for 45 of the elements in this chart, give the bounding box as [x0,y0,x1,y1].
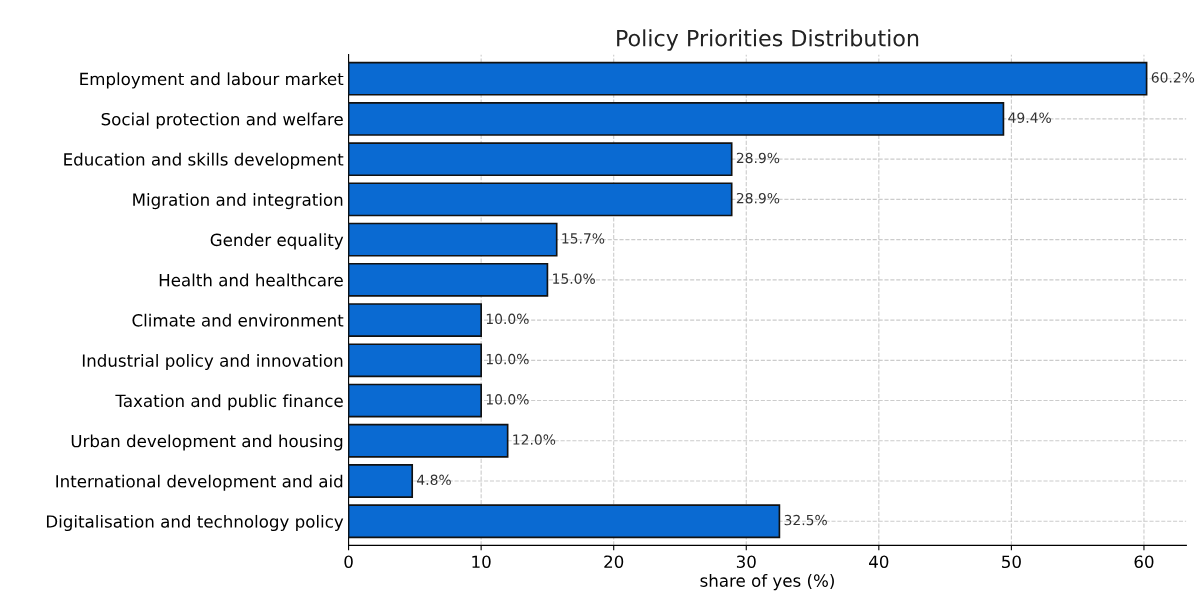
data-label: 12.0% [513,434,556,445]
y-tick-label: International development and aid [56,474,343,491]
data-label: 15.0% [553,273,595,284]
data-label: 4.8% [417,474,451,486]
y-tick-label: Industrial policy and innovation [82,353,343,371]
x-axis-title: share of yes (%) [700,574,834,591]
data-label: 15.7% [562,233,605,244]
data-label: 10.0% [486,394,529,405]
bar [348,383,482,418]
bar [348,504,781,539]
data-label: 28.9% [736,152,780,164]
y-tick-label: Education and skills development [64,152,344,169]
bar [348,61,1148,96]
bar [348,303,482,338]
data-label: 60.2% [1151,72,1195,83]
chart-title: Policy Priorities Distribution [617,29,919,51]
data-label: 32.5% [784,514,827,526]
bar [348,423,509,458]
bar [348,222,558,257]
y-tick-label: Urban development and housing [71,434,343,451]
y-tick-label: Digitalisation and technology policy [46,514,344,532]
x-tick-label: 10 [472,555,491,569]
x-tick-label: 40 [869,555,889,569]
bar [348,464,414,498]
data-label: 28.9% [736,192,780,204]
data-label: 49.4% [1008,112,1051,123]
y-tick-label: Taxation and public finance [115,394,343,411]
bar [348,343,482,378]
y-tick-label: Gender equality [210,233,344,250]
x-tick-label: 60 [1134,555,1154,569]
x-tick-label: 20 [604,555,624,569]
y-tick-label: Health and healthcare [159,273,343,287]
x-tick-label: 30 [736,555,756,569]
x-tick-label: 0 [344,555,353,569]
y-tick-label: Employment and labour market [80,72,344,89]
y-tick-label: Climate and environment [132,313,344,327]
bar [348,101,1005,136]
y-tick-label: Migration and integration [133,193,343,210]
bar [348,262,549,297]
bar [348,182,733,217]
data-label: 10.0% [486,313,529,325]
data-label: 10.0% [486,353,529,365]
bar [348,142,733,177]
y-tick-label: Social protection and welfare [101,112,343,129]
x-tick-label: 50 [1002,555,1021,569]
